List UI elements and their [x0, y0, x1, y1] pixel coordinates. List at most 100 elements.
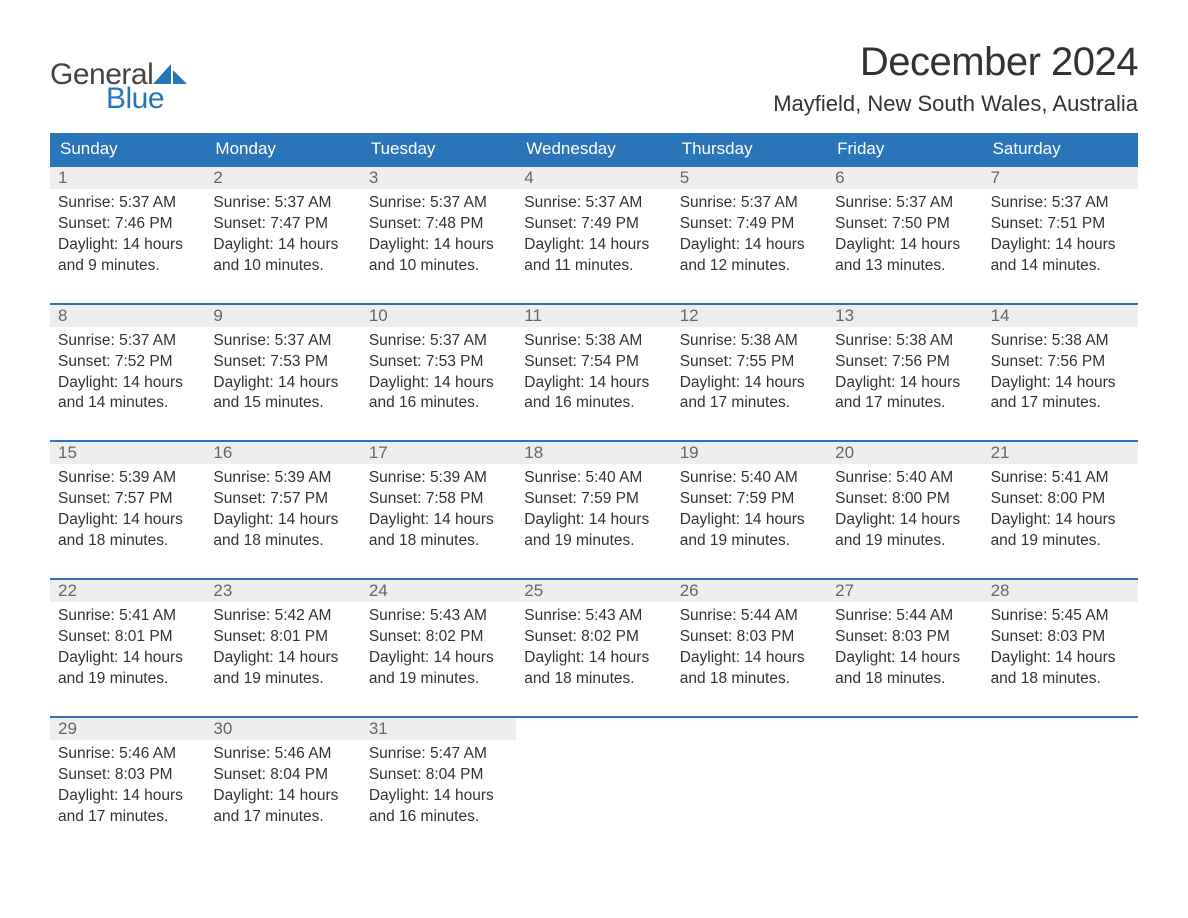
calendar-day: 2 Sunrise: 5:37 AMSunset: 7:47 PMDaylight…	[205, 167, 360, 285]
calendar-day: 16Sunrise: 5:39 AMSunset: 7:57 PMDayligh…	[205, 442, 360, 560]
weekday-header: Monday	[205, 133, 360, 165]
daylight-line-2: and 19 minutes.	[369, 669, 508, 690]
day-details: Sunrise: 5:38 AMSunset: 7:55 PMDaylight:…	[680, 331, 819, 415]
logo-word-blue: Blue	[106, 82, 187, 116]
calendar-day: 31Sunrise: 5:47 AMSunset: 8:04 PMDayligh…	[361, 718, 516, 836]
sunset-line: Sunset: 8:03 PM	[835, 627, 974, 648]
day-details: Sunrise: 5:37 AMSunset: 7:47 PMDaylight:…	[213, 193, 352, 277]
calendar-day: 26Sunrise: 5:44 AMSunset: 8:03 PMDayligh…	[672, 580, 827, 698]
sunset-line: Sunset: 7:50 PM	[835, 214, 974, 235]
sunrise-line: Sunrise: 5:38 AM	[680, 331, 819, 352]
sunrise-line: Sunrise: 5:40 AM	[835, 468, 974, 489]
day-number: 24	[369, 581, 388, 600]
sunrise-line: Sunrise: 5:37 AM	[680, 193, 819, 214]
calendar-day: 8Sunrise: 5:37 AMSunset: 7:52 PMDaylight…	[50, 305, 205, 423]
day-number: 1	[58, 168, 67, 187]
day-details: Sunrise: 5:42 AMSunset: 8:01 PMDaylight:…	[213, 606, 352, 690]
day-number: 2	[213, 168, 222, 187]
day-number-row: 7	[983, 167, 1138, 189]
day-details: Sunrise: 5:38 AMSunset: 7:54 PMDaylight:…	[524, 331, 663, 415]
sunrise-line: Sunrise: 5:47 AM	[369, 744, 508, 765]
daylight-line-2: and 19 minutes.	[213, 669, 352, 690]
calendar-day: 21 Sunrise: 5:41 AMSunset: 8:00 PMDayligh…	[983, 442, 1138, 560]
calendar-week: 22Sunrise: 5:41 AMSunset: 8:01 PMDayligh…	[50, 578, 1138, 698]
daylight-line-1: Daylight: 14 hours	[835, 648, 974, 669]
daylight-line-1: Daylight: 14 hours	[991, 235, 1130, 256]
day-number-row: 23	[205, 580, 360, 602]
day-number: 28	[991, 581, 1010, 600]
daylight-line-2: and 19 minutes.	[58, 669, 197, 690]
calendar-day: 3 Sunrise: 5:37 AMSunset: 7:48 PMDaylight…	[361, 167, 516, 285]
day-number: 26	[680, 581, 699, 600]
day-number-row: 19	[672, 442, 827, 464]
daylight-line-2: and 18 minutes.	[835, 669, 974, 690]
daylight-line-1: Daylight: 14 hours	[369, 648, 508, 669]
daylight-line-2: and 11 minutes.	[524, 256, 663, 277]
daylight-line-2: and 17 minutes.	[680, 393, 819, 414]
sunrise-line: Sunrise: 5:37 AM	[369, 331, 508, 352]
daylight-line-1: Daylight: 14 hours	[369, 235, 508, 256]
day-number: 11	[524, 306, 542, 325]
weekday-header-row: SundayMondayTuesdayWednesdayThursdayFrid…	[50, 133, 1138, 165]
daylight-line-2: and 14 minutes.	[58, 393, 197, 414]
day-number: 20	[835, 443, 854, 462]
day-number: 7	[991, 168, 1000, 187]
daylight-line-2: and 9 minutes.	[58, 256, 197, 277]
sunrise-line: Sunrise: 5:37 AM	[369, 193, 508, 214]
sunrise-line: Sunrise: 5:42 AM	[213, 606, 352, 627]
calendar-week: 29 Sunrise: 5:46 AM Sunset: 8:03 PM Dayligh…	[50, 716, 1138, 836]
daylight-line-1: Daylight: 14 hours	[213, 786, 352, 807]
calendar-week: 1Sunrise: 5:37 AMSunset: 7:46 PMDaylight…	[50, 165, 1138, 285]
day-number-row: 3	[361, 167, 516, 189]
calendar-day-empty	[827, 718, 982, 836]
sunset-line: Sunset: 7:46 PM	[58, 214, 197, 235]
daylight-line-1: Daylight: 14 hours	[58, 235, 197, 256]
daylight-line-1: Daylight: 14 hours	[680, 510, 819, 531]
day-details: Sunrise: 5:38 AMSunset: 7:56 PMDaylight:…	[835, 331, 974, 415]
day-number: 23	[213, 581, 232, 600]
sunset-line: Sunset: 8:03 PM	[58, 765, 197, 786]
day-number-row: 28	[983, 580, 1138, 602]
day-number-row: 14	[983, 305, 1138, 327]
day-number: 17	[369, 443, 388, 462]
calendar-day: 24Sunrise: 5:43 AMSunset: 8:02 PMDayligh…	[361, 580, 516, 698]
day-number: 21	[991, 443, 1010, 462]
sunrise-line: Sunrise: 5:44 AM	[835, 606, 974, 627]
sunrise-line: Sunrise: 5:44 AM	[680, 606, 819, 627]
sunrise-line: Sunrise: 5:46 AM	[213, 744, 352, 765]
location-subtitle: Mayfield, New South Wales, Australia	[773, 91, 1138, 117]
daylight-line-1: Daylight: 14 hours	[213, 235, 352, 256]
calendar-day: 9Sunrise: 5:37 AMSunset: 7:53 PMDaylight…	[205, 305, 360, 423]
sunset-line: Sunset: 7:56 PM	[991, 352, 1130, 373]
day-details: Sunrise: 5:41 AMSunset: 8:00 PMDaylight:…	[991, 468, 1130, 552]
day-details: Sunrise: 5:37 AMSunset: 7:51 PMDaylight:…	[991, 193, 1130, 277]
weekday-header: Saturday	[983, 133, 1138, 165]
daylight-line-2: and 12 minutes.	[680, 256, 819, 277]
sunrise-line: Sunrise: 5:40 AM	[680, 468, 819, 489]
daylight-line-1: Daylight: 14 hours	[524, 373, 663, 394]
daylight-line-2: and 18 minutes.	[213, 531, 352, 552]
calendar-body: 1Sunrise: 5:37 AMSunset: 7:46 PMDaylight…	[50, 165, 1138, 835]
daylight-line-1: Daylight: 14 hours	[213, 648, 352, 669]
day-number: 13	[835, 306, 854, 325]
day-number: 16	[213, 443, 232, 462]
day-details: Sunrise: 5:47 AMSunset: 8:04 PMDaylight:…	[369, 744, 508, 828]
day-number: 12	[680, 306, 699, 325]
sunrise-line: Sunrise: 5:39 AM	[213, 468, 352, 489]
daylight-line-1: Daylight: 14 hours	[58, 648, 197, 669]
calendar-day-empty	[516, 718, 671, 836]
day-details: Sunrise: 5:45 AMSunset: 8:03 PMDaylight:…	[991, 606, 1130, 690]
daylight-line-2: and 18 minutes.	[991, 669, 1130, 690]
sunset-line: Sunset: 7:56 PM	[835, 352, 974, 373]
weekday-header: Tuesday	[361, 133, 516, 165]
daylight-line-2: and 19 minutes.	[680, 531, 819, 552]
sunset-line: Sunset: 8:04 PM	[213, 765, 352, 786]
day-details: Sunrise: 5:37 AMSunset: 7:48 PMDaylight:…	[369, 193, 508, 277]
day-number-row: 29	[50, 718, 205, 740]
day-number: 4	[524, 168, 533, 187]
day-number-row: 25	[516, 580, 671, 602]
calendar-day: 4Sunrise: 5:37 AMSunset: 7:49 PMDaylight…	[516, 167, 671, 285]
calendar-day: 5Sunrise: 5:37 AMSunset: 7:49 PMDaylight…	[672, 167, 827, 285]
day-number-row: 18	[516, 442, 671, 464]
day-number: 9	[213, 306, 222, 325]
